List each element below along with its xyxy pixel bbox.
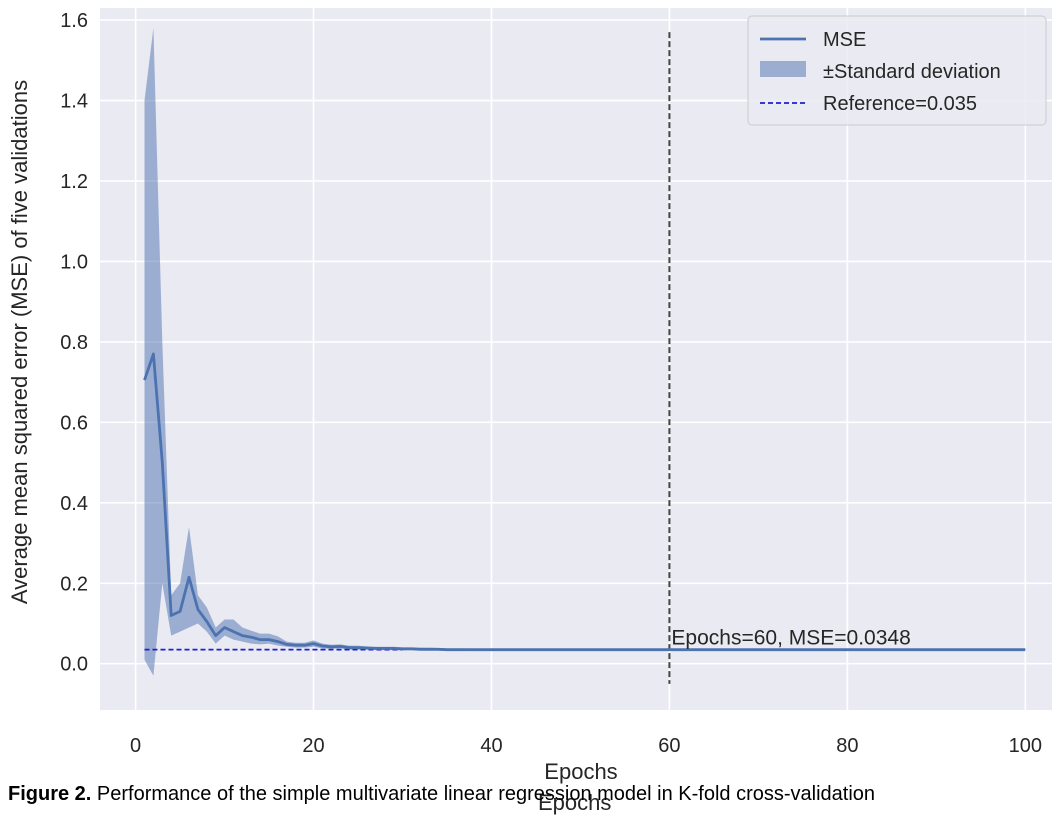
y-axis-title: Average mean squared error (MSE) of five…: [7, 80, 32, 604]
legend-label: MSE: [823, 29, 866, 51]
y-tick-label: 0.0: [60, 654, 88, 676]
y-tick-label: 0.6: [60, 412, 88, 434]
chart: 0 20 40 60 80 1000.00.20.40.60.81.01.21.41.6 …: [7, 8, 1052, 784]
x-axis-title: Epochs: [544, 759, 617, 784]
x-tick-label: 80: [836, 735, 858, 757]
caption-bold: Figure 2.: [8, 783, 92, 805]
y-tick-label: 1.4: [60, 91, 88, 113]
legend-std-swatch: [760, 61, 806, 77]
annotation-label: Epochs=60, MSE=0.0348: [671, 626, 910, 649]
mse-line: [143, 352, 1026, 652]
legend-label: ±Standard deviation: [823, 61, 1001, 83]
y-tick-label: 0.4: [60, 493, 88, 515]
legend-label: Reference=0.035: [823, 93, 977, 115]
legend: MSE ±Standard deviation Reference=0.035: [747, 15, 1047, 126]
grid: [100, 8, 1052, 710]
overlapping-x-label: Epochs: [538, 790, 612, 815]
x-tick-label: 100: [1009, 735, 1042, 757]
tick-labels: 0 20 40 60 80 100 0.0 0.2 0.4 0.6 0.8 1.0 1.2 1.4 1.6: [60, 10, 1042, 757]
mse-line-layer: [143, 352, 1026, 652]
y-tick-label: 1.6: [60, 10, 88, 32]
y-tick-label: 1.0: [60, 251, 88, 273]
y-tick-label: 0.8: [60, 332, 88, 354]
legend-frame: [747, 15, 1047, 126]
x-tick-label: 20: [302, 735, 324, 757]
y-tick-label: 0.2: [60, 573, 88, 595]
x-tick-label: 40: [480, 735, 502, 757]
y-tick-label: 1.2: [60, 171, 88, 193]
figure-caption: Figure 2. Performance of the simple mult…: [8, 783, 1053, 806]
caption-text: Performance of the simple multivariate l…: [91, 783, 876, 805]
x-tick-label: 60: [658, 735, 680, 757]
x-tick-label: 0: [130, 735, 141, 757]
